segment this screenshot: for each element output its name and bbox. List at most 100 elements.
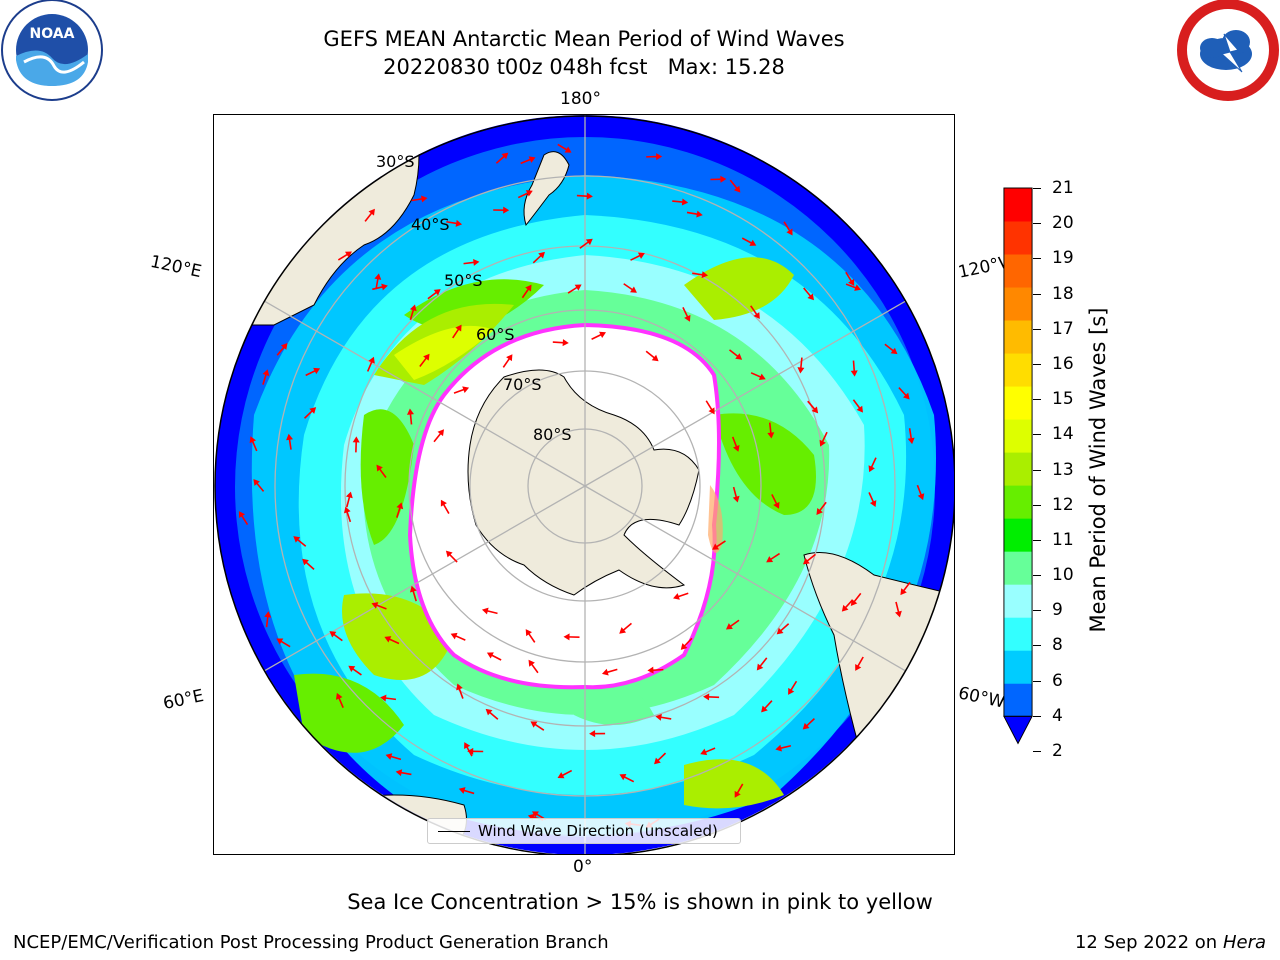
wave-direction-arrow	[407, 408, 414, 425]
lat-label-70s: 70°S	[503, 375, 542, 394]
wave-direction-arrow	[900, 581, 911, 596]
wave-direction-arrow	[672, 198, 689, 206]
graticule	[215, 115, 954, 854]
wave-direction-arrow	[456, 683, 464, 699]
wave-direction-arrow	[646, 153, 663, 161]
wave-direction-arrow	[485, 708, 499, 720]
wave-direction-arrow	[647, 666, 664, 674]
wave-direction-arrow	[807, 400, 819, 414]
madagascar-land	[215, 761, 295, 836]
wave-direction-arrow	[771, 494, 780, 509]
colorbar-band	[1003, 551, 1033, 585]
colorbar-tick-mark	[1033, 434, 1041, 436]
wave-direction-arrow	[712, 540, 726, 550]
wave-direction-arrow	[262, 369, 270, 385]
wave-direction-arrow	[775, 744, 792, 752]
wave-direction-arrow	[589, 730, 606, 738]
colorbar-tick-label: 20	[1052, 213, 1074, 234]
wave-direction-arrow	[253, 479, 265, 492]
wave-direction-arrow	[686, 210, 703, 218]
wave-direction-arrow	[446, 219, 463, 227]
colorbar-band	[1003, 386, 1033, 420]
colorbar-tick-label: 21	[1052, 178, 1074, 198]
nws-logo	[1177, 0, 1279, 101]
colorbar-tick-mark	[1033, 680, 1041, 682]
wave-direction-arrow	[630, 252, 645, 261]
wave-direction-arrow	[276, 638, 291, 648]
colorbar-band	[1003, 518, 1033, 552]
credit-right: 12 Sep 2022 on Hera	[1075, 932, 1266, 953]
wave-direction-arrow	[601, 668, 618, 676]
wave-direction-arrow	[868, 492, 877, 508]
colorbar-tick-label: 19	[1052, 248, 1074, 269]
colorbar-band	[1003, 254, 1033, 288]
colorbar-tick-mark	[1033, 293, 1041, 295]
colorbar-tick-label: 13	[1052, 459, 1074, 480]
wave-direction-arrow	[419, 353, 430, 367]
wave-direction-arrow	[525, 629, 536, 643]
wave-direction-arrow	[750, 305, 760, 319]
wave-direction-arrow	[552, 339, 569, 347]
wave-direction-arrow	[305, 367, 321, 377]
wave-direction-arrow	[396, 502, 404, 518]
wave-direction-arrow	[576, 192, 593, 200]
wave-direction-arrow	[264, 611, 272, 628]
wave-direction-arrow	[845, 283, 862, 291]
wave-direction-arrow	[907, 428, 915, 445]
credit-date: 12 Sep 2022 on	[1074, 932, 1218, 953]
map-boundary	[214, 115, 954, 854]
credit-host: Hera	[1222, 932, 1266, 953]
wave-direction-arrow	[703, 693, 720, 701]
wave-direction-arrow	[411, 195, 428, 203]
wave-direction-arrow	[819, 431, 828, 447]
wave-direction-arrow	[458, 787, 475, 795]
wave-direction-arrow	[286, 433, 294, 450]
wave-direction-arrow	[348, 665, 362, 676]
wave-direction-arrow	[364, 208, 375, 222]
wave-direction-arrow	[463, 258, 480, 266]
wave-direction-arrow	[453, 386, 470, 394]
colorbar-tick-label: 9	[1052, 600, 1063, 621]
lon-label-120e: 120°E	[148, 251, 204, 283]
wave-direction-arrow	[337, 251, 352, 261]
colorbar-tick-label: 11	[1052, 529, 1074, 550]
wave-direction-arrow	[766, 552, 781, 563]
colorbar-tick-mark	[1033, 399, 1041, 401]
colorbar-tick-label: 2	[1052, 741, 1063, 761]
colorbar-band	[1003, 683, 1033, 717]
wave-direction-arrow	[710, 175, 727, 183]
lon-label-60w: 60°W	[956, 683, 1007, 713]
lon-label-0: 0°	[573, 857, 593, 877]
colorbar-band	[1003, 287, 1033, 321]
wave-direction-arrow	[380, 694, 397, 702]
colorbar-tick-mark	[1033, 363, 1041, 365]
wave-direction-arrow	[303, 407, 317, 419]
wave-direction-arrow	[563, 633, 580, 641]
colorbar-label: Mean Period of Wind Waves [s]	[1086, 307, 1110, 633]
legend-line-swatch	[438, 831, 470, 832]
colorbar-band	[1003, 650, 1033, 684]
wave-direction-arrow	[502, 354, 513, 368]
wave-direction-arrow	[680, 637, 693, 650]
wave-direction-arrow	[371, 602, 387, 610]
wave-direction-arrow	[481, 607, 498, 615]
new-zealand-land	[523, 151, 570, 227]
wave-direction-arrow	[385, 753, 402, 761]
noaa-logo-text: NOAA	[30, 26, 75, 42]
wave-direction-arrow	[374, 273, 382, 290]
wave-direction-arrow	[249, 436, 258, 452]
colorbar-tick-label: 8	[1052, 635, 1063, 656]
wind-wave-arrows	[238, 143, 925, 828]
colorbar-tick-mark	[1033, 504, 1041, 506]
wave-direction-arrow	[673, 592, 689, 600]
wave-direction-arrow	[345, 491, 353, 508]
wave-direction-arrow	[729, 179, 741, 193]
colorbar-tick-label: 17	[1052, 318, 1074, 339]
wave-direction-arrow	[654, 752, 667, 765]
wave-direction-arrow	[619, 774, 635, 783]
wave-direction-arrow	[276, 343, 288, 356]
wave-direction-arrow	[557, 143, 572, 153]
map-panel	[213, 114, 955, 855]
wave-direction-arrow	[732, 486, 740, 503]
wave-direction-arrow	[440, 499, 450, 514]
